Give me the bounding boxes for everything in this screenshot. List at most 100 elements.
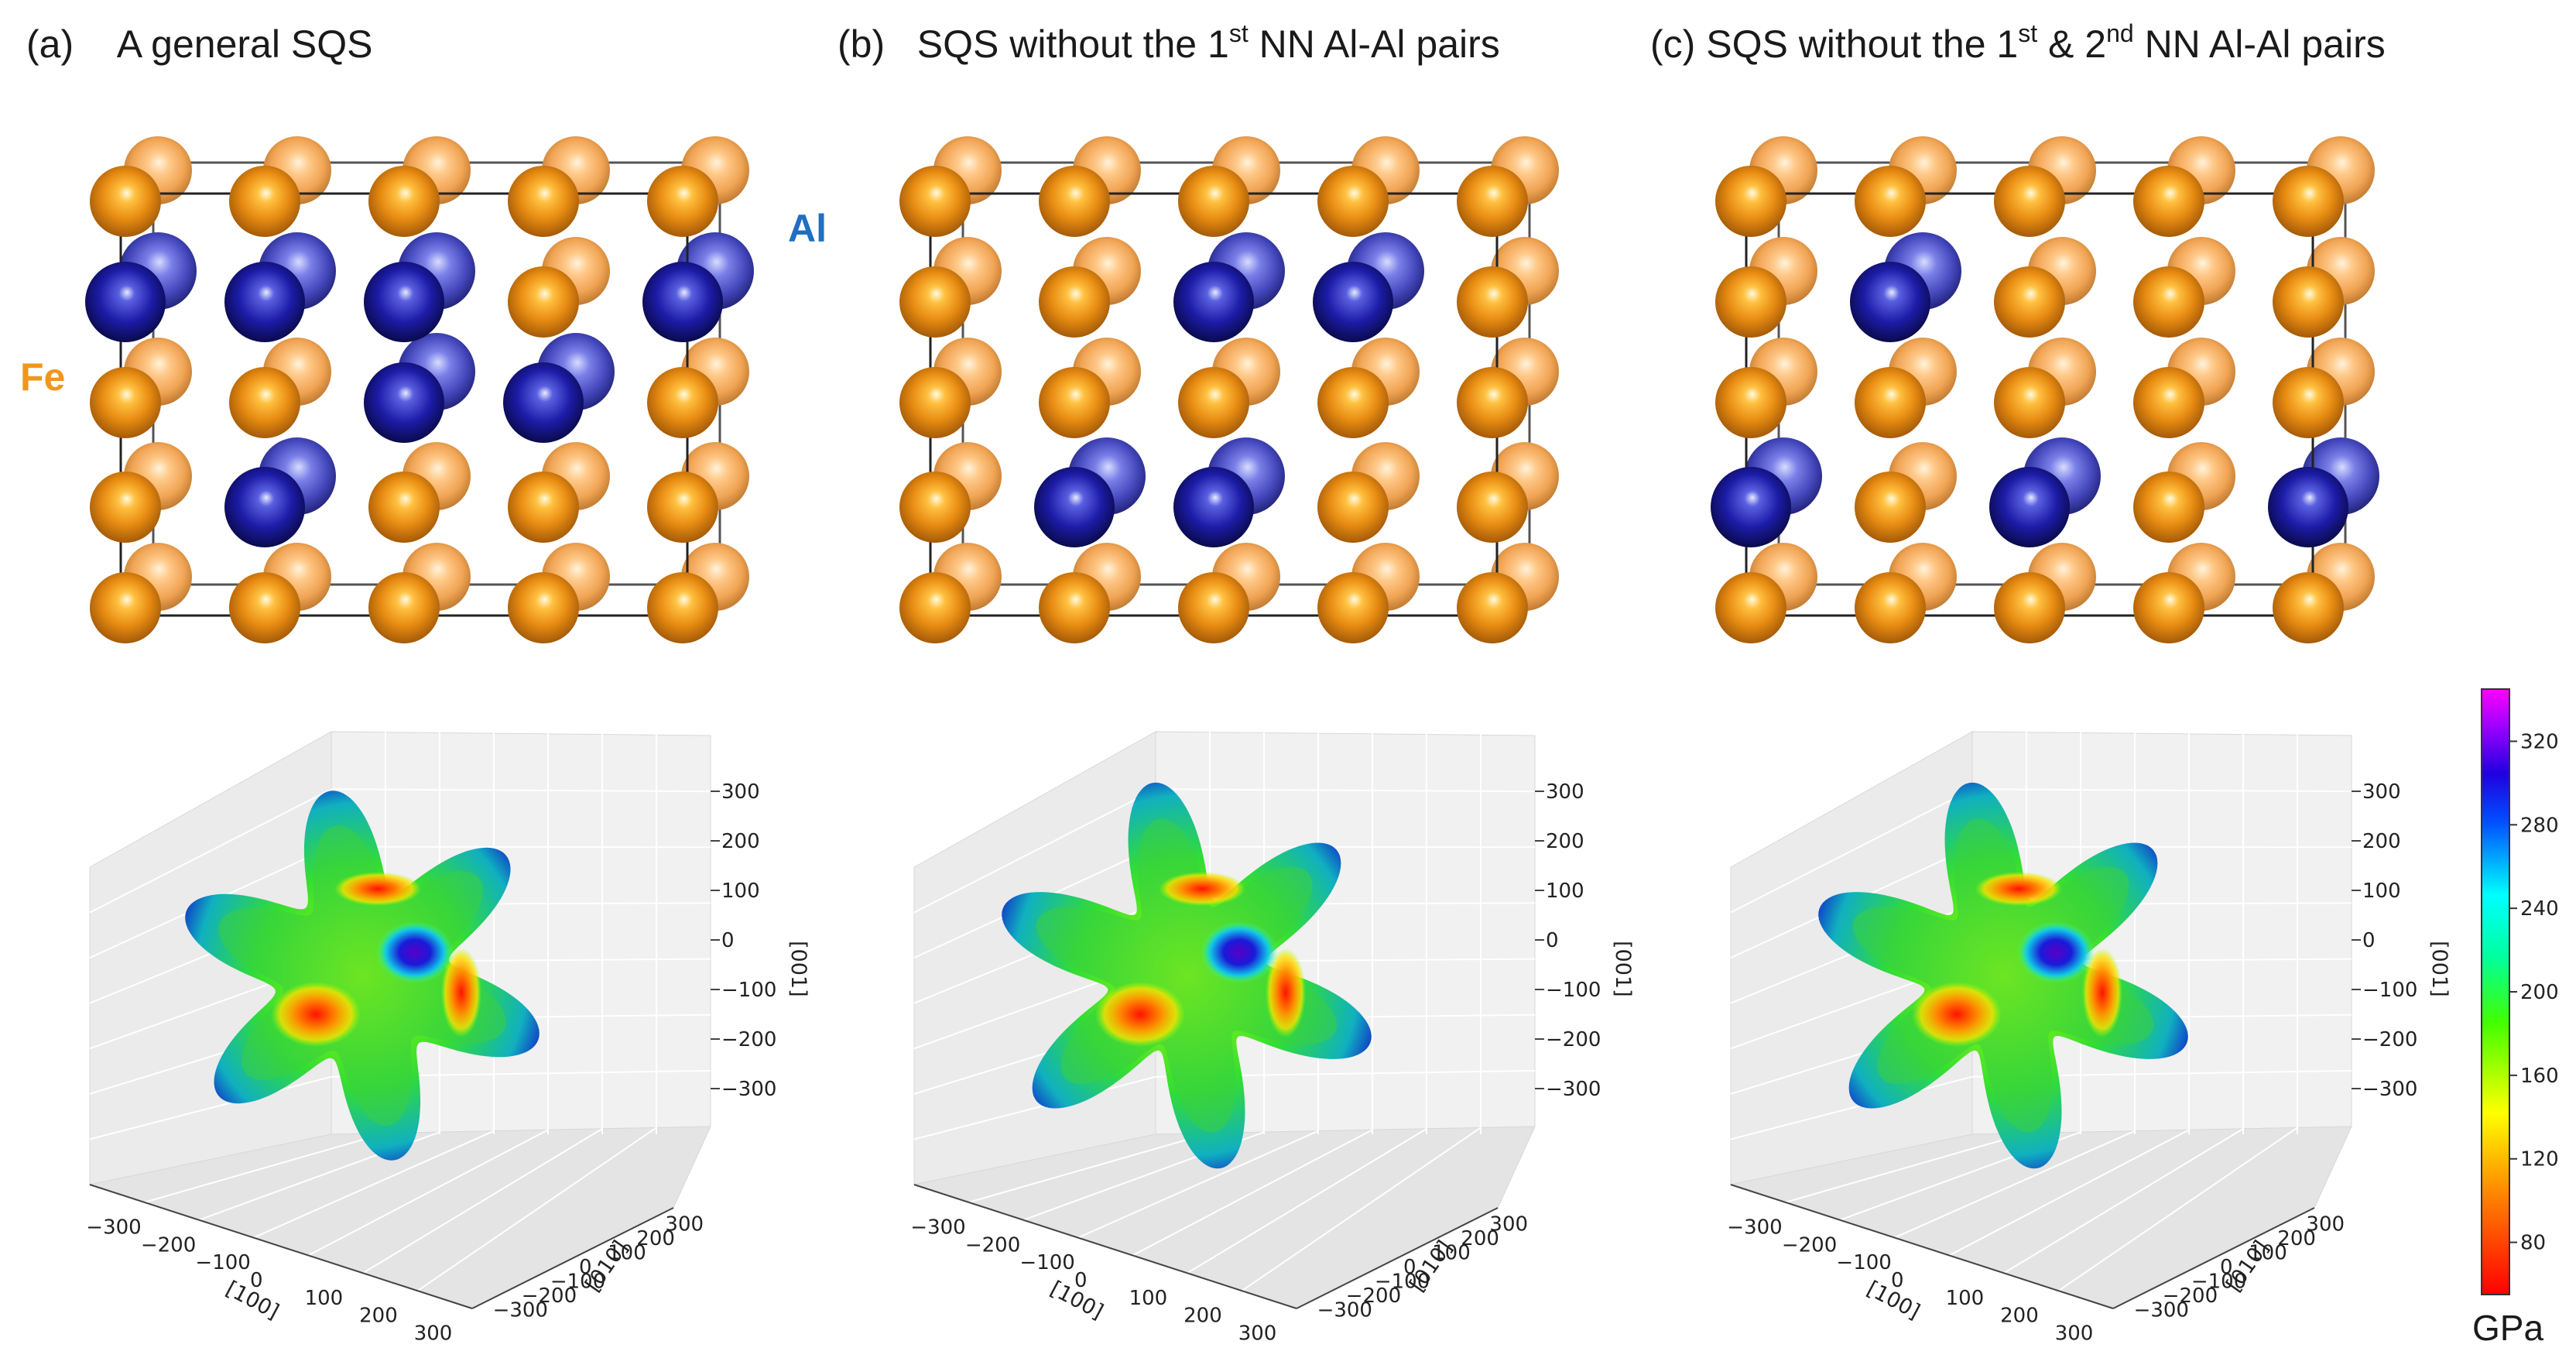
colorbar-tick-label: 80 bbox=[2520, 1232, 2546, 1255]
panel-b-title-post: NN Al-Al pairs bbox=[1248, 22, 1500, 66]
fe-atom bbox=[1855, 472, 1926, 543]
fe-atom bbox=[1317, 367, 1389, 438]
y-tick-label: 100 bbox=[2249, 1241, 2287, 1264]
fe-label: Fe bbox=[20, 355, 66, 399]
y-tick-label: 0 bbox=[579, 1256, 592, 1279]
grid-line bbox=[416, 1127, 657, 1291]
grid-line bbox=[913, 1075, 1156, 1140]
z-axis-label: [001] bbox=[2427, 941, 2451, 997]
x-tick-label: 0 bbox=[250, 1269, 263, 1292]
z-tick-label: 0 bbox=[721, 929, 735, 952]
panel-c-title-pre: SQS without the 1 bbox=[1706, 22, 2019, 66]
fe-atom bbox=[90, 572, 161, 643]
z-tick-label: −200 bbox=[1546, 1028, 1601, 1051]
grid-line bbox=[968, 1132, 1211, 1203]
grid-line bbox=[89, 788, 332, 914]
z-tick-label: −300 bbox=[2362, 1078, 2417, 1101]
fe-atom bbox=[1457, 166, 1528, 237]
z-tick-label: 200 bbox=[1546, 830, 1584, 853]
fe-atom bbox=[1178, 572, 1249, 643]
x-tick-label: 200 bbox=[1184, 1305, 1222, 1328]
fe-atom bbox=[508, 472, 579, 543]
panel-a-title-text: A general SQS bbox=[116, 22, 373, 66]
fe-atom bbox=[899, 166, 971, 237]
z-tick-label: 300 bbox=[2362, 780, 2401, 804]
fe-atom bbox=[1715, 572, 1786, 643]
fe-atom bbox=[1994, 166, 2065, 237]
grid-line bbox=[1971, 845, 2352, 849]
x-tick-label: −100 bbox=[195, 1251, 250, 1274]
y-axis-line bbox=[1296, 1207, 1499, 1309]
al-atom bbox=[1034, 467, 1115, 547]
z-tick-label: −200 bbox=[2362, 1028, 2417, 1051]
fe-atom bbox=[1317, 572, 1389, 643]
y-tick-label: −100 bbox=[2191, 1271, 2246, 1294]
modulus-surface-shade bbox=[218, 825, 506, 1126]
coldspot-high-modulus bbox=[376, 921, 454, 983]
hotspot-low-modulus bbox=[1975, 872, 2062, 906]
fe-atom bbox=[1994, 367, 2065, 438]
x-tick-label: 300 bbox=[414, 1322, 453, 1346]
modulus-surface-shade bbox=[1852, 818, 2154, 1133]
3d-plot-a: 3002001000−100−200−300[001]−300−200−1000… bbox=[86, 731, 810, 1346]
z-tick-label: 100 bbox=[1546, 880, 1584, 903]
fe-atom bbox=[899, 572, 971, 643]
z-tick-label: 200 bbox=[721, 830, 760, 853]
al-atom bbox=[1850, 262, 1930, 342]
fe-atom bbox=[229, 166, 300, 237]
grid-line bbox=[1155, 788, 1536, 793]
panel-a-tag: (a) bbox=[26, 22, 74, 66]
y-tick-label: 200 bbox=[2277, 1227, 2316, 1250]
fe-atom bbox=[1855, 166, 1926, 237]
y-tick-label: 200 bbox=[1461, 1227, 1499, 1250]
3d-plot-c: 3002001000−100−200−300[001]−300−200−1000… bbox=[1727, 731, 2451, 1346]
al-label: Al bbox=[788, 207, 827, 250]
z-tick-label: −100 bbox=[2362, 979, 2417, 1002]
fe-atom bbox=[1317, 472, 1389, 543]
x-tick-label: −100 bbox=[1019, 1251, 1074, 1274]
coldspot-high-modulus bbox=[1201, 921, 1278, 983]
grid-line bbox=[331, 788, 711, 793]
x-tick-label: −200 bbox=[141, 1233, 196, 1257]
y-tick-label: −300 bbox=[493, 1299, 548, 1322]
grid-line bbox=[913, 788, 1156, 914]
x-tick-label: −300 bbox=[910, 1216, 965, 1239]
z-tick-label: 0 bbox=[2362, 929, 2376, 952]
panel-a-title: (a) A general SQS bbox=[26, 22, 372, 67]
hotspot-low-modulus bbox=[1266, 948, 1306, 1037]
z-tick-label: 100 bbox=[721, 880, 760, 903]
colorbar-tick-label: 320 bbox=[2520, 730, 2559, 753]
structure-panel-c bbox=[1711, 136, 2379, 643]
x-tick-label: −300 bbox=[86, 1216, 141, 1239]
y-tick-label: −300 bbox=[2134, 1299, 2189, 1322]
fe-atom bbox=[2273, 266, 2344, 338]
panel-b-title: (b) SQS without the 1st NN Al-Al pairs bbox=[838, 21, 1500, 67]
x-axis-line bbox=[89, 1184, 473, 1309]
hotspot-low-modulus bbox=[334, 872, 421, 906]
fe-atom bbox=[1457, 266, 1528, 338]
colorbar-tick-label: 200 bbox=[2520, 981, 2559, 1004]
colorbar-gradient bbox=[2481, 688, 2510, 1295]
y-tick-label: 100 bbox=[608, 1241, 646, 1264]
fe-atom bbox=[508, 166, 579, 237]
x-tick-label: 100 bbox=[1946, 1287, 1985, 1310]
y-tick-label: 100 bbox=[1432, 1241, 1471, 1264]
panel-c-title-post: NN Al-Al pairs bbox=[2133, 22, 2386, 66]
fe-atom bbox=[1178, 367, 1249, 438]
hotspot-low-modulus bbox=[1159, 872, 1245, 906]
colorbar-tick-label: 280 bbox=[2520, 814, 2559, 837]
fe-atom bbox=[1039, 266, 1110, 338]
fe-atom bbox=[2133, 266, 2204, 338]
fe-atom bbox=[229, 572, 300, 643]
fe-atom bbox=[1317, 166, 1389, 237]
y-tick-label: 0 bbox=[1403, 1256, 1416, 1279]
fe-atom bbox=[1039, 572, 1110, 643]
grid-line bbox=[1241, 1127, 1482, 1291]
fe-atom bbox=[368, 572, 440, 643]
fe-atom bbox=[229, 367, 300, 438]
fe-atom bbox=[1457, 572, 1528, 643]
grid-line bbox=[1077, 1130, 1319, 1239]
al-atom bbox=[85, 262, 166, 342]
grid-line bbox=[1730, 788, 1973, 914]
z-tick-label: −100 bbox=[1546, 979, 1601, 1002]
